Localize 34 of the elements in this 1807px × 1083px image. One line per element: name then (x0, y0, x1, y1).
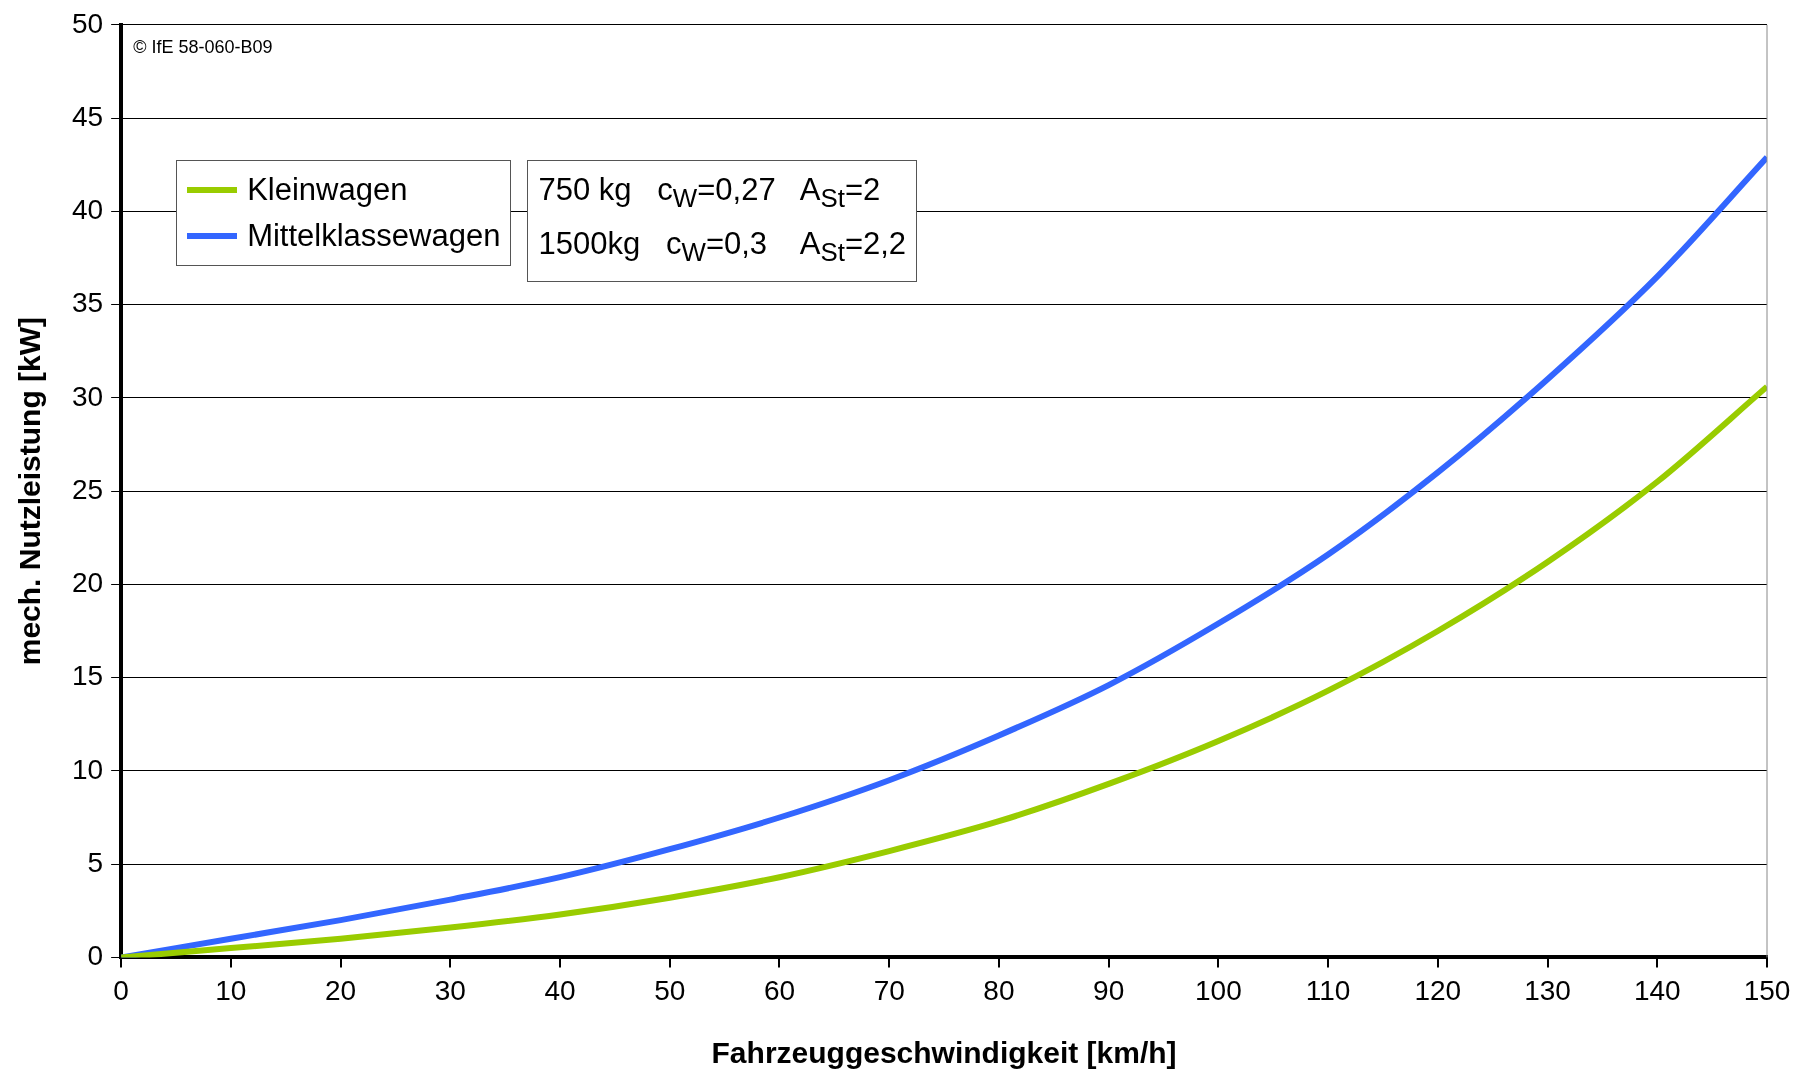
x-tick-label: 80 (983, 974, 1015, 1006)
y-tick-label: 20 (71, 567, 104, 599)
y-tick-label: 5 (87, 846, 104, 878)
y-tick-label: 25 (71, 473, 104, 505)
y-tick-label: 50 (71, 7, 104, 39)
x-tick-label: 50 (654, 974, 686, 1006)
x-tick-label: 130 (1524, 974, 1571, 1006)
x-tick-label: 90 (1093, 974, 1125, 1006)
y-tick-label: 0 (87, 940, 104, 972)
y-tick-label: 35 (71, 287, 104, 319)
y-tick-label: 10 (71, 753, 104, 785)
x-tick-label: 30 (434, 974, 466, 1006)
y-tick-label: 30 (71, 380, 104, 412)
y-tick-label: 40 (71, 194, 104, 226)
annotation: 750 kg c$_{W}$=0,27 A$_{St}$=2 (538, 170, 882, 214)
x-tick-label: 100 (1195, 974, 1242, 1006)
legend-label: Mittelklassewagen (247, 217, 501, 254)
x-tick-label: 110 (1305, 974, 1351, 1006)
x-tick-label: 150 (1743, 974, 1791, 1006)
x-tick-label: 60 (763, 974, 796, 1006)
y-axis-title: mech. Nutzleistung [kW] (13, 316, 47, 666)
y-tick-label: 45 (71, 100, 104, 132)
annotation: 1500kg c$_{W}$=0,3 A$_{St}$=2,2 (538, 225, 907, 269)
x-tick-label: 140 (1633, 974, 1681, 1006)
y-tick-label: 15 (71, 660, 104, 692)
x-tick-label: 0 (113, 974, 129, 1006)
x-tick-label: 20 (325, 974, 357, 1006)
x-tick-label: 10 (215, 974, 247, 1006)
annotation: © IfE 58-060-B09 (133, 36, 273, 58)
x-tick-label: 70 (873, 974, 905, 1006)
x-tick-label: 40 (544, 974, 576, 1006)
x-axis-title: Fahrzeuggeschwindigkeit [km/h] (711, 1036, 1177, 1070)
legend-label: Kleinwagen (247, 171, 408, 208)
x-tick-label: 120 (1414, 974, 1462, 1006)
